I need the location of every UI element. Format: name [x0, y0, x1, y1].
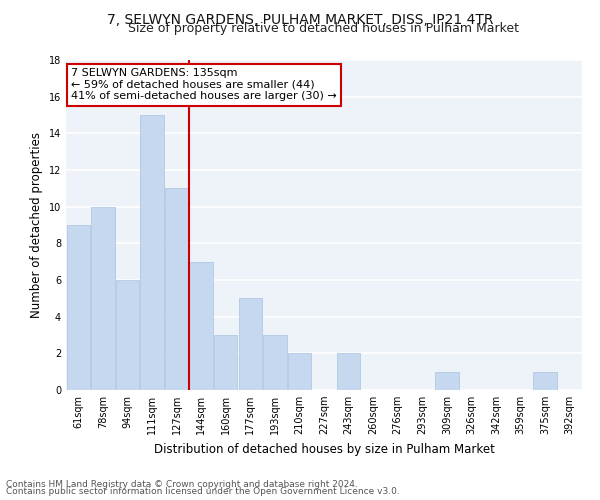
- Bar: [239, 298, 262, 390]
- Y-axis label: Number of detached properties: Number of detached properties: [30, 132, 43, 318]
- Text: 7 SELWYN GARDENS: 135sqm
← 59% of detached houses are smaller (44)
41% of semi-d: 7 SELWYN GARDENS: 135sqm ← 59% of detach…: [71, 68, 337, 102]
- Bar: [190, 262, 213, 390]
- Text: Contains public sector information licensed under the Open Government Licence v3: Contains public sector information licen…: [6, 487, 400, 496]
- Bar: [435, 372, 458, 390]
- Title: Size of property relative to detached houses in Pulham Market: Size of property relative to detached ho…: [128, 22, 520, 35]
- Bar: [116, 280, 139, 390]
- Bar: [288, 354, 311, 390]
- Bar: [214, 335, 238, 390]
- Bar: [263, 335, 287, 390]
- Bar: [67, 225, 90, 390]
- Bar: [337, 354, 360, 390]
- Bar: [165, 188, 188, 390]
- Bar: [91, 206, 115, 390]
- Text: Contains HM Land Registry data © Crown copyright and database right 2024.: Contains HM Land Registry data © Crown c…: [6, 480, 358, 489]
- Bar: [533, 372, 557, 390]
- Bar: [140, 115, 164, 390]
- Text: 7, SELWYN GARDENS, PULHAM MARKET, DISS, IP21 4TR: 7, SELWYN GARDENS, PULHAM MARKET, DISS, …: [107, 12, 493, 26]
- X-axis label: Distribution of detached houses by size in Pulham Market: Distribution of detached houses by size …: [154, 442, 494, 456]
